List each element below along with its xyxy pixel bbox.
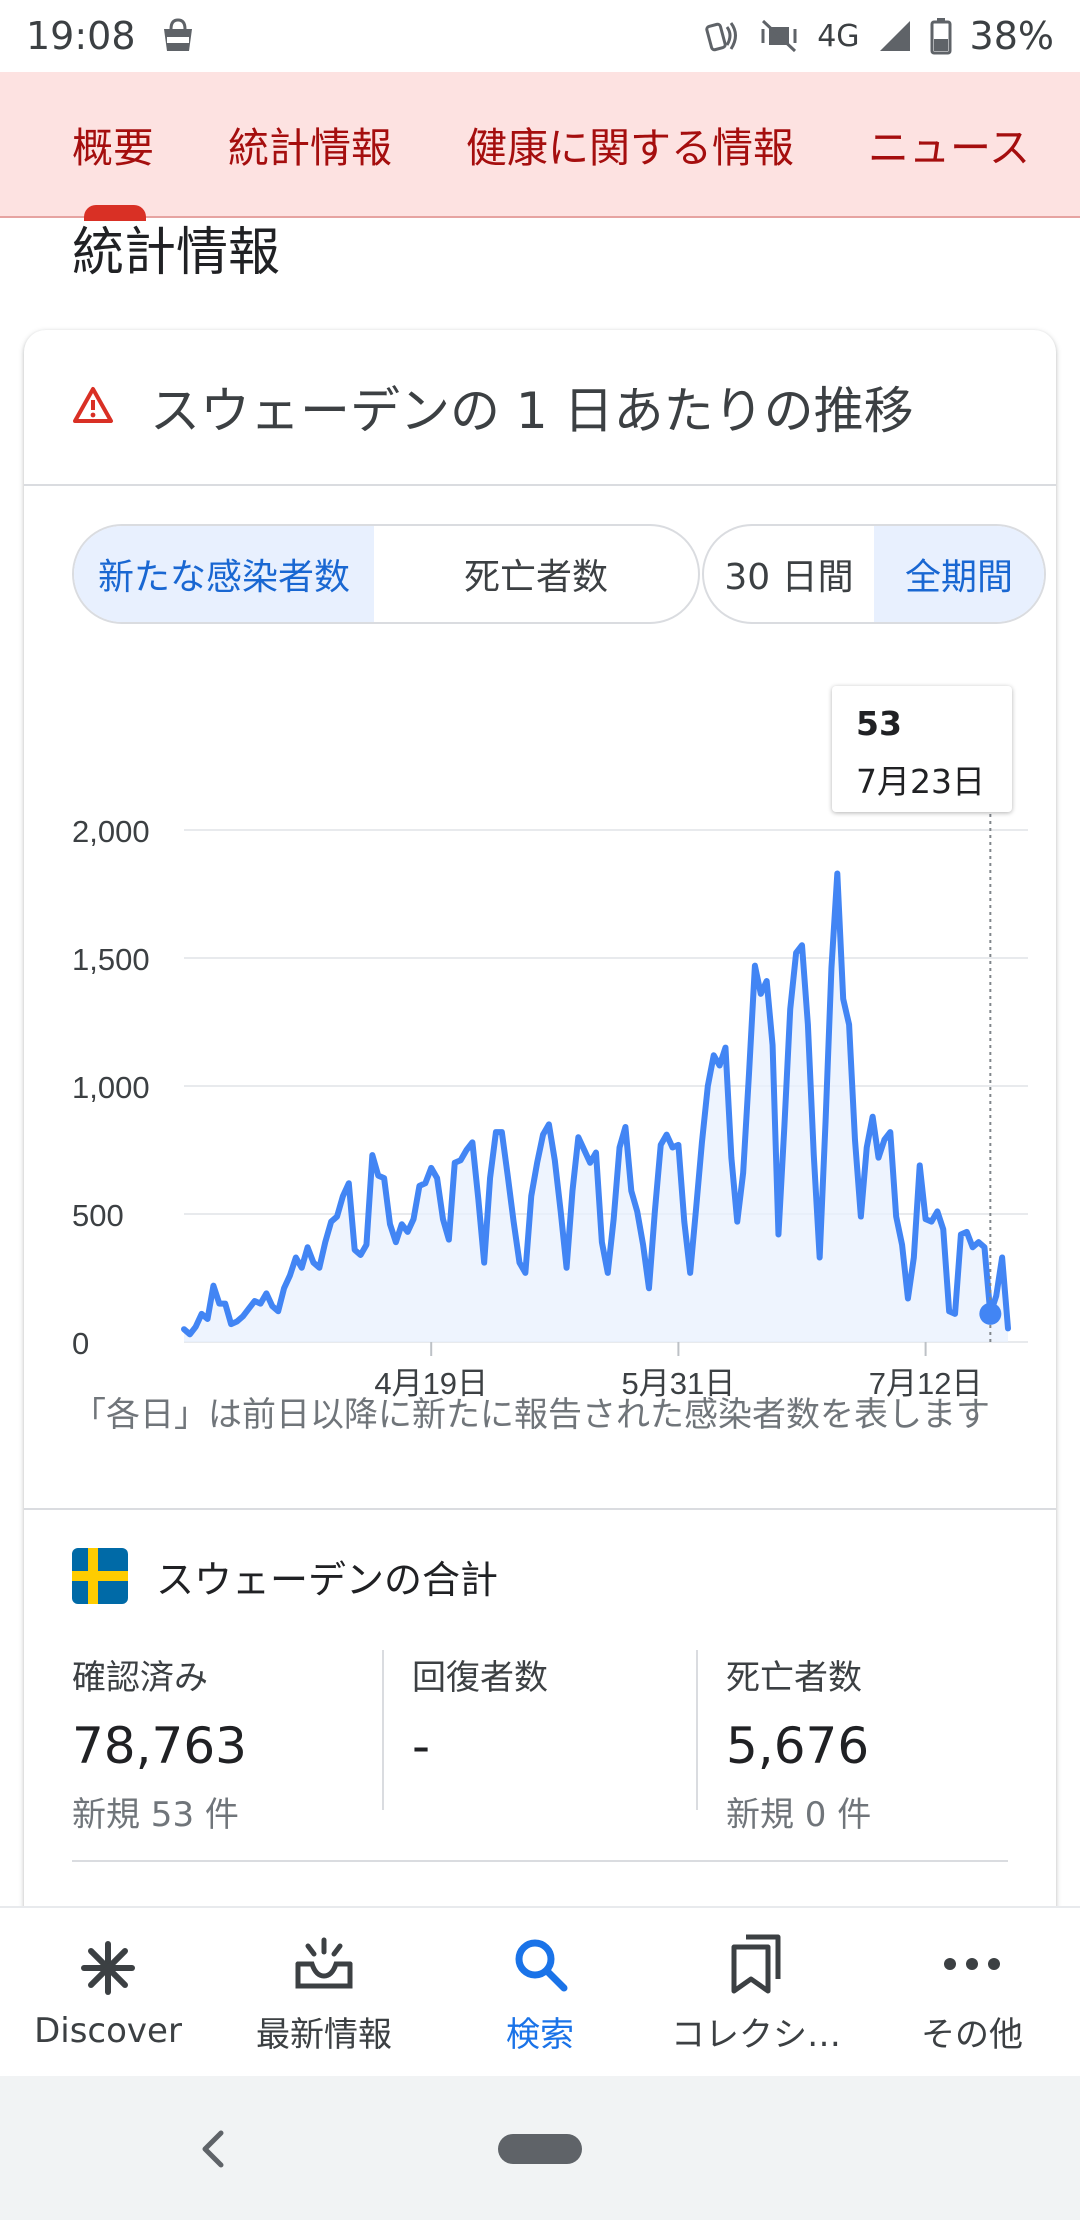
chart-tooltip: 53 7月23日 <box>832 686 1012 812</box>
vibrate-off-icon <box>759 17 799 55</box>
nav-search-label: 検索 <box>506 2014 574 2055</box>
stat-confirmed-label: 確認済み <box>72 1658 208 1698</box>
stat-deaths-value: 5,676 <box>726 1717 870 1775</box>
stat-confirmed-new: 新規 53 件 <box>72 1795 239 1835</box>
section-heading: 統計情報 <box>72 223 281 283</box>
chevron-left-icon <box>202 2130 224 2168</box>
daily-trend-chart[interactable]: 2,000 1,500 1,000 500 0 4月19日 5月31日 7月12日 <box>24 680 1056 1680</box>
asterisk-icon <box>78 1933 138 2003</box>
chart-footnote: 「各日」は前日以降に新たに報告された感染者数を表します <box>72 1395 990 1435</box>
divider <box>72 1860 1008 1862</box>
x-tick-label: 7月12日 <box>869 1366 983 1401</box>
divider <box>24 1508 1056 1510</box>
inbox-updates-icon <box>292 1929 356 1999</box>
nav-search[interactable]: 検索 <box>432 1908 648 2076</box>
stat-separator <box>696 1650 698 1810</box>
more-horizontal-icon <box>942 1929 1002 1999</box>
nav-more-label: その他 <box>921 2014 1023 2055</box>
system-nav-bar <box>0 2076 1080 2220</box>
metric-toggle: 新たな感染者数 死亡者数 <box>72 524 700 624</box>
totals-header: スウェーデンの合計 <box>72 1548 498 1604</box>
stat-recovered: 回復者数 - <box>384 1650 696 1810</box>
series-area <box>184 873 1008 1342</box>
signal-icon <box>878 19 912 53</box>
card-header: スウェーデンの 1 日あたりの推移 <box>24 330 1056 486</box>
range-option-all-time[interactable]: 全期間 <box>874 526 1044 622</box>
totals-stats: 確認済み 78,763 新規 53 件 回復者数 - 死亡者数 5,676 新規… <box>72 1650 1032 1835</box>
nav-updates-label: 最新情報 <box>256 2014 392 2055</box>
totals-title: スウェーデンの合計 <box>156 1557 499 1602</box>
y-tick-label: 2,000 <box>72 814 150 849</box>
nav-collections-label: コレクシ… <box>671 2014 841 2055</box>
stats-card: スウェーデンの 1 日あたりの推移 新たな感染者数 死亡者数 30 日間 全期間… <box>24 330 1056 1930</box>
stat-confirmed-value: 78,763 <box>72 1717 247 1775</box>
stat-recovered-label: 回復者数 <box>412 1658 548 1698</box>
stat-deaths-label: 死亡者数 <box>726 1658 862 1698</box>
x-tick-label: 4月19日 <box>374 1366 488 1401</box>
x-tick-label: 5月31日 <box>622 1366 736 1401</box>
status-bar: 19:08 4G <box>0 0 1080 72</box>
battery-level: 38% <box>969 14 1054 58</box>
stat-deaths: 死亡者数 5,676 新規 0 件 <box>698 1650 1028 1835</box>
tab-news[interactable]: ニュース <box>868 124 1030 172</box>
y-tick-label: 0 <box>72 1326 89 1361</box>
metric-option-deaths[interactable]: 死亡者数 <box>463 557 608 598</box>
warning-icon <box>72 386 114 428</box>
highlight-point <box>979 1302 1002 1325</box>
stat-confirmed: 確認済み 78,763 新規 53 件 <box>72 1650 382 1835</box>
back-button[interactable] <box>182 2114 242 2184</box>
tab-overview[interactable]: 概要 <box>72 124 154 172</box>
stat-deaths-new: 新規 0 件 <box>726 1795 872 1835</box>
y-tick-label: 1,500 <box>72 942 150 977</box>
bottom-nav: Discover 最新情報 検索 コレクシ… <box>0 1906 1080 2076</box>
nfc-icon <box>701 17 741 55</box>
y-tick-label: 1,000 <box>72 1070 150 1105</box>
metric-option-new-cases[interactable]: 新たな感染者数 <box>74 526 374 622</box>
nav-more[interactable]: その他 <box>864 1908 1080 2076</box>
sweden-flag-icon <box>72 1548 128 1604</box>
tooltip-date: 7月23日 <box>856 762 985 801</box>
tab-bar: 概要 統計情報 健康に関する情報 ニュース <box>0 72 1080 218</box>
nav-discover[interactable]: Discover <box>0 1908 216 2076</box>
market-icon <box>158 17 198 55</box>
tab-statistics[interactable]: 統計情報 <box>228 124 392 172</box>
range-toggle: 30 日間 全期間 <box>702 524 1046 624</box>
status-time: 19:08 <box>26 14 136 58</box>
range-option-30-days[interactable]: 30 日間 <box>724 557 854 598</box>
series-line <box>181 870 1011 1338</box>
stat-separator <box>382 1650 384 1810</box>
chart-area: 2,000 1,500 1,000 500 0 4月19日 5月31日 7月12日 <box>24 680 1056 1680</box>
nav-discover-label: Discover <box>34 2011 182 2051</box>
card-title: スウェーデンの 1 日あたりの推移 <box>150 382 914 440</box>
tooltip-value: 53 <box>856 704 902 743</box>
y-tick-label: 500 <box>72 1198 124 1233</box>
home-handle[interactable] <box>498 2134 582 2164</box>
nav-updates[interactable]: 最新情報 <box>216 1908 432 2076</box>
bookmarks-icon <box>726 1929 786 1999</box>
network-type: 4G <box>817 18 860 54</box>
active-tab-indicator <box>84 205 146 221</box>
search-icon <box>510 1929 570 1999</box>
nav-collections[interactable]: コレクシ… <box>648 1908 864 2076</box>
tab-health-info[interactable]: 健康に関する情報 <box>466 124 794 172</box>
battery-icon <box>930 17 952 55</box>
stat-recovered-value: - <box>412 1717 431 1775</box>
